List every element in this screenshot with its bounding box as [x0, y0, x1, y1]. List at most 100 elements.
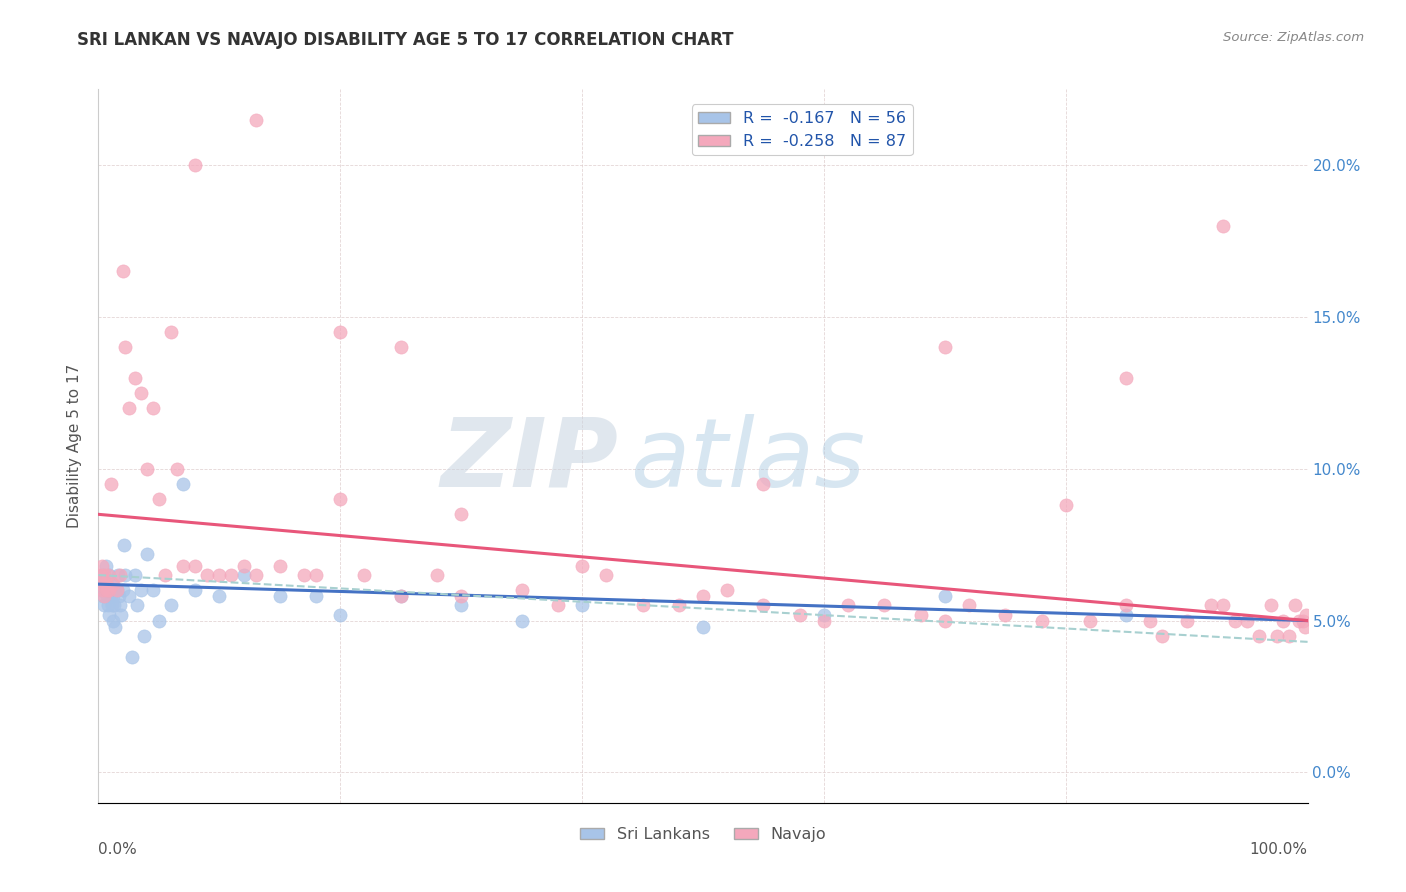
- Point: [450, 599, 472, 613]
- Point: [292, 568, 315, 582]
- Point: [510, 614, 533, 628]
- Point: [100, 583, 122, 598]
- Point: [873, 599, 896, 613]
- Point: [101, 614, 124, 628]
- Point: [93, 568, 115, 582]
- Point: [668, 599, 690, 613]
- Point: [100, 599, 122, 613]
- Point: [110, 607, 132, 622]
- Point: [129, 583, 152, 598]
- Point: [101, 590, 124, 604]
- Point: [232, 568, 254, 582]
- Point: [135, 462, 157, 476]
- Point: [329, 607, 352, 622]
- Point: [184, 558, 207, 573]
- Text: 100.0%: 100.0%: [1250, 842, 1308, 857]
- Point: [1272, 614, 1295, 628]
- Text: ZIP: ZIP: [440, 414, 619, 507]
- Point: [631, 599, 654, 613]
- Point: [752, 477, 775, 491]
- Point: [1267, 629, 1289, 643]
- Point: [98, 583, 121, 598]
- Point: [142, 583, 165, 598]
- Point: [134, 629, 156, 643]
- Point: [142, 401, 165, 415]
- Point: [994, 607, 1017, 622]
- Point: [166, 462, 188, 476]
- Point: [195, 568, 218, 582]
- Point: [957, 599, 980, 613]
- Point: [221, 568, 243, 582]
- Point: [208, 568, 231, 582]
- Point: [208, 590, 231, 604]
- Point: [1139, 614, 1161, 628]
- Point: [716, 583, 738, 598]
- Point: [232, 558, 254, 573]
- Point: [89, 577, 111, 591]
- Point: [510, 583, 533, 598]
- Text: Source: ZipAtlas.com: Source: ZipAtlas.com: [1223, 31, 1364, 45]
- Point: [1278, 629, 1301, 643]
- Point: [91, 558, 114, 573]
- Point: [571, 558, 593, 573]
- Point: [121, 650, 143, 665]
- Point: [389, 590, 412, 604]
- Point: [305, 590, 328, 604]
- Point: [89, 568, 111, 582]
- Point: [1175, 614, 1198, 628]
- Point: [100, 577, 122, 591]
- Point: [114, 568, 136, 582]
- Point: [1078, 614, 1101, 628]
- Point: [94, 558, 117, 573]
- Text: atlas: atlas: [630, 414, 866, 507]
- Point: [127, 599, 149, 613]
- Point: [107, 568, 129, 582]
- Point: [1152, 629, 1174, 643]
- Point: [1249, 629, 1271, 643]
- Point: [108, 590, 131, 604]
- Point: [96, 590, 118, 604]
- Point: [1292, 614, 1315, 628]
- Point: [1115, 607, 1137, 622]
- Point: [104, 620, 127, 634]
- Point: [96, 577, 118, 591]
- Point: [148, 614, 170, 628]
- Point: [910, 607, 932, 622]
- Point: [103, 599, 125, 613]
- Point: [94, 577, 117, 591]
- Legend: Sri Lankans, Navajo: Sri Lankans, Navajo: [574, 821, 832, 848]
- Point: [269, 558, 291, 573]
- Point: [934, 614, 956, 628]
- Point: [692, 590, 714, 604]
- Point: [1223, 614, 1246, 628]
- Point: [1054, 498, 1077, 512]
- Point: [91, 568, 114, 582]
- Point: [108, 568, 131, 582]
- Point: [100, 477, 122, 491]
- Point: [1199, 599, 1222, 613]
- Point: [389, 340, 412, 354]
- Point: [90, 583, 112, 598]
- Point: [1031, 614, 1053, 628]
- Point: [1288, 614, 1310, 628]
- Point: [1260, 599, 1282, 613]
- Point: [105, 583, 128, 598]
- Point: [101, 577, 124, 591]
- Point: [1212, 599, 1234, 613]
- Point: [595, 568, 617, 582]
- Point: [103, 583, 125, 598]
- Point: [91, 583, 114, 598]
- Point: [97, 568, 120, 582]
- Point: [111, 264, 134, 278]
- Y-axis label: Disability Age 5 to 17: Disability Age 5 to 17: [67, 364, 83, 528]
- Point: [813, 607, 835, 622]
- Point: [114, 340, 136, 354]
- Point: [1212, 219, 1234, 233]
- Point: [184, 583, 207, 598]
- Point: [547, 599, 569, 613]
- Point: [450, 590, 472, 604]
- Point: [112, 538, 135, 552]
- Point: [172, 558, 194, 573]
- Point: [118, 401, 141, 415]
- Point: [118, 590, 141, 604]
